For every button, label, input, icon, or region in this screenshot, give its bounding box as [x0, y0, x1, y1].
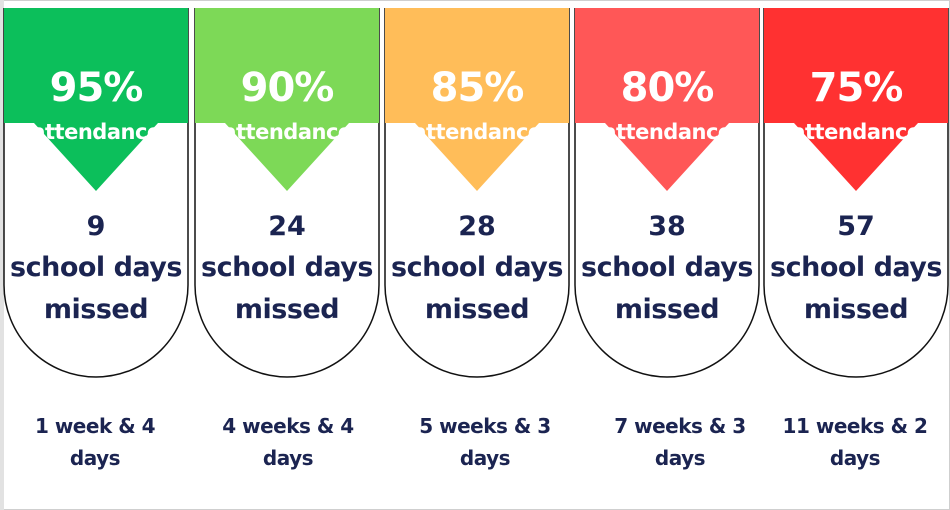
- days-missed-number: 57: [837, 211, 875, 242]
- days-missed-line2: missed: [614, 294, 720, 325]
- card-shape: [194, 8, 380, 378]
- attendance-percent: 80%: [620, 65, 715, 111]
- attendance-label: attendance: [31, 120, 161, 144]
- days-missed-number: 24: [268, 211, 306, 242]
- attendance-label: attendance: [602, 120, 732, 144]
- attendance-percent: 85%: [430, 65, 525, 111]
- weeks-equivalent: 11 weeks & 2 days: [760, 410, 950, 474]
- weeks-line1: 1 week & 4: [34, 414, 156, 438]
- attendance-card-95: 95% attendance 9 school days missed: [3, 8, 189, 378]
- days-missed-line1: school days: [770, 252, 942, 283]
- days-missed-line2: missed: [43, 294, 149, 325]
- attendance-percent: 75%: [809, 65, 904, 111]
- weeks-equivalent: 7 weeks & 3 days: [585, 410, 775, 474]
- attendance-card-75: 75% attendance 57 school days missed: [763, 8, 949, 378]
- days-missed-line2: missed: [424, 294, 530, 325]
- days-missed-line1: school days: [10, 252, 182, 283]
- attendance-label: attendance: [412, 120, 542, 144]
- weeks-line2: days: [654, 446, 706, 470]
- card-shape: [574, 8, 760, 378]
- weeks-line1: 4 weeks & 4: [222, 414, 354, 438]
- attendance-card-80: 80% attendance 38 school days missed: [574, 8, 760, 378]
- days-missed-line1: school days: [201, 252, 373, 283]
- days-missed-number: 38: [648, 211, 686, 242]
- weeks-equivalent: 1 week & 4 days: [0, 410, 190, 474]
- days-missed-line2: missed: [803, 294, 909, 325]
- card-shape: [763, 8, 949, 378]
- weeks-line1: 7 weeks & 3: [614, 414, 746, 438]
- weeks-line2: days: [459, 446, 511, 470]
- attendance-card-90: 90% attendance 24 school days missed: [194, 8, 380, 378]
- weeks-line1: 5 weeks & 3: [419, 414, 551, 438]
- days-missed-number: 28: [458, 211, 496, 242]
- attendance-label: attendance: [791, 120, 921, 144]
- weeks-equivalent: 4 weeks & 4 days: [193, 410, 383, 474]
- weeks-line1: 11 weeks & 2: [782, 414, 928, 438]
- card-shape: [3, 8, 189, 378]
- attendance-percent: 90%: [240, 65, 335, 111]
- weeks-line2: days: [829, 446, 881, 470]
- attendance-card-85: 85% attendance 28 school days missed: [384, 8, 570, 378]
- left-edge: [0, 0, 4, 510]
- card-shape: [384, 8, 570, 378]
- days-missed-line2: missed: [234, 294, 340, 325]
- attendance-label: attendance: [222, 120, 352, 144]
- days-missed-number: 9: [86, 211, 106, 242]
- days-missed-line1: school days: [581, 252, 753, 283]
- weeks-equivalent: 5 weeks & 3 days: [390, 410, 580, 474]
- weeks-line2: days: [69, 446, 121, 470]
- weeks-line2: days: [262, 446, 314, 470]
- attendance-percent: 95%: [49, 65, 144, 111]
- days-missed-line1: school days: [391, 252, 563, 283]
